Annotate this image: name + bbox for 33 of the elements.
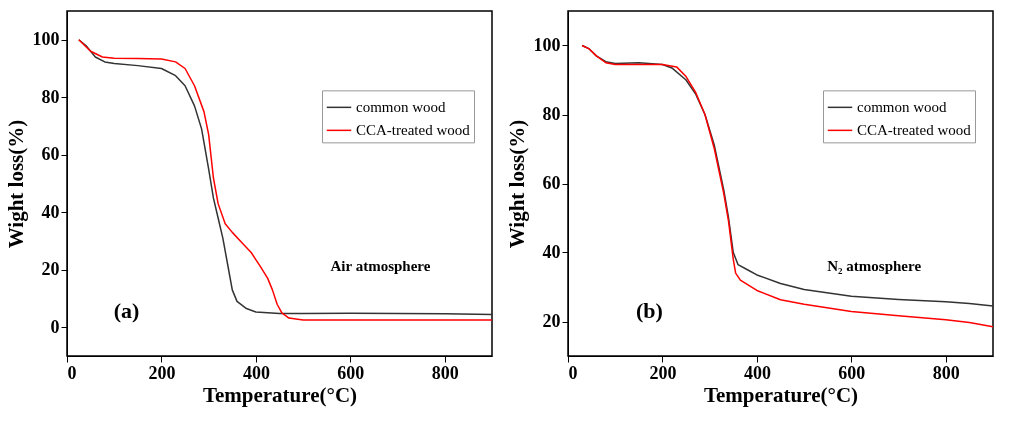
y-tick-label: 20 xyxy=(41,259,60,280)
y-tick-label: 100 xyxy=(533,35,561,55)
y-tick-label: 60 xyxy=(41,144,60,165)
y-tick-label: 100 xyxy=(32,29,60,50)
x-axis-title: Temperature(°C) xyxy=(202,382,358,407)
x-axis-title: Temperature(°C) xyxy=(703,382,859,407)
x-tick-label: 400 xyxy=(242,362,270,383)
annotation: Air atmosphere xyxy=(330,258,431,275)
y-tick-label: 80 xyxy=(542,104,561,124)
x-tick-label: 600 xyxy=(838,362,866,383)
x-tick-label: 600 xyxy=(337,362,365,383)
y-tick-label: 80 xyxy=(41,86,60,107)
x-tick-label: 800 xyxy=(932,362,960,383)
x-tick-label: 800 xyxy=(431,362,459,383)
y-tick-label: 40 xyxy=(41,201,60,222)
annotation: (b) xyxy=(636,298,663,324)
legend-label: common wood xyxy=(857,99,948,116)
legend-label: CCA-treated wood xyxy=(356,122,471,139)
annotation: (a) xyxy=(113,298,140,324)
x-tick-label: 0 xyxy=(67,362,77,383)
y-tick-label: 60 xyxy=(542,173,561,193)
x-tick-label: 400 xyxy=(743,362,771,383)
legend-label: common wood xyxy=(356,99,447,116)
y-axis-title: Wight loss(%) xyxy=(3,119,28,249)
x-tick-label: 200 xyxy=(148,362,176,383)
y-axis-title: Wight loss(%) xyxy=(504,119,529,249)
y-tick-label: 20 xyxy=(542,311,561,331)
x-tick-label: 0 xyxy=(568,362,578,383)
y-tick-label: 0 xyxy=(50,316,60,337)
legend-label: CCA-treated wood xyxy=(857,122,972,139)
annotation: N₂ atmosphere xyxy=(827,258,922,275)
y-tick-label: 40 xyxy=(542,242,561,262)
x-tick-label: 200 xyxy=(649,362,677,383)
